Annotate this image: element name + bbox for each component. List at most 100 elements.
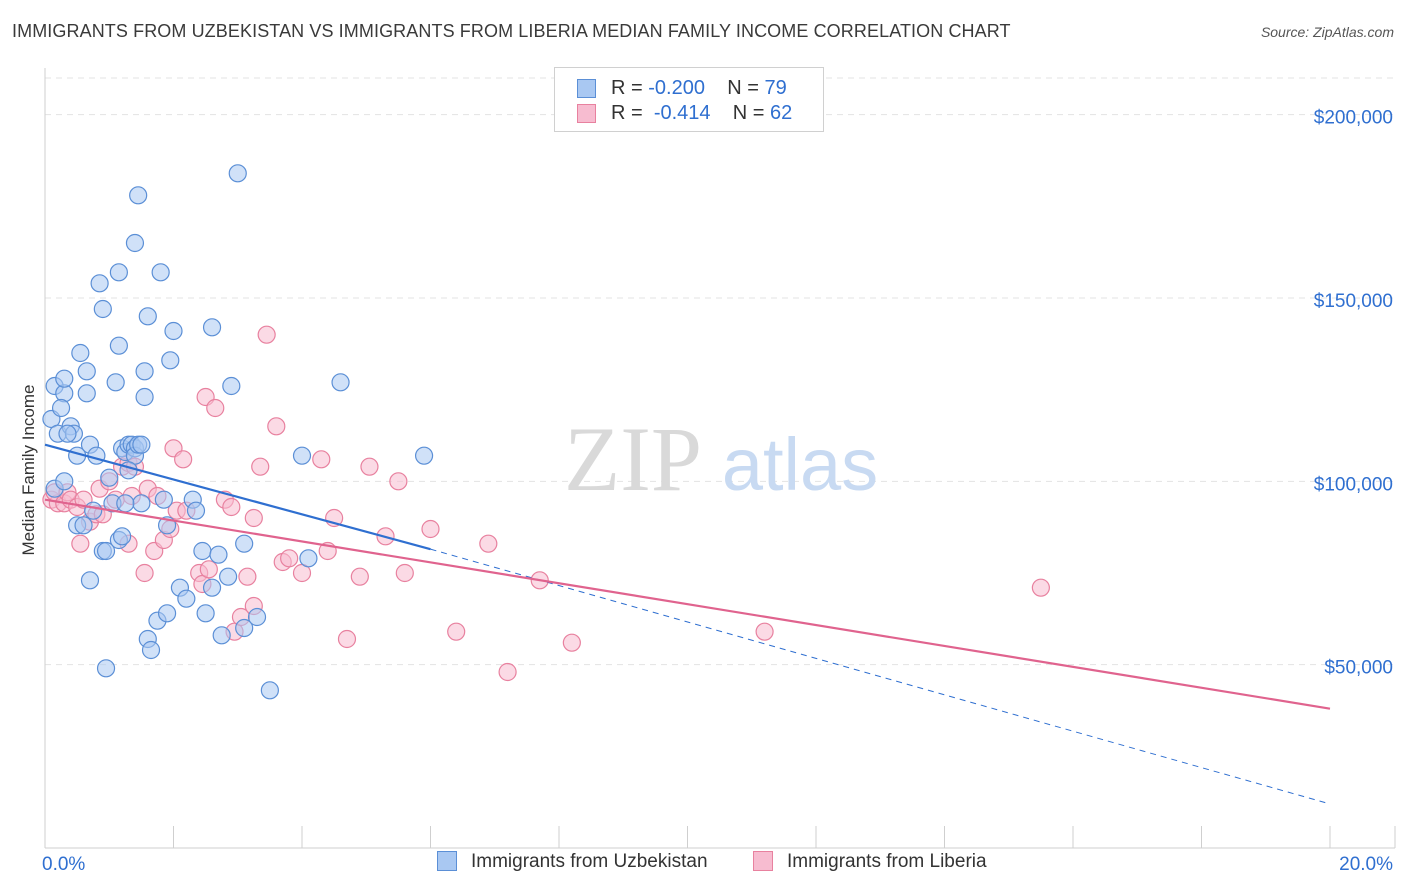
trend-lines bbox=[44, 443, 1331, 805]
uzbekistan-point bbox=[196, 604, 215, 623]
uzbekistan-point bbox=[299, 549, 318, 568]
axes bbox=[44, 68, 1396, 849]
uzbekistan-point bbox=[161, 351, 180, 370]
uzbekistan-point bbox=[109, 336, 128, 355]
legend-item-liberia[interactable]: Immigrants from Liberia bbox=[753, 851, 987, 873]
tick-labels: $50,000 $100,000 $150,000 $200,000 0.0% 20.0% bbox=[42, 108, 1393, 875]
n-value: 62 bbox=[770, 102, 793, 124]
liberia-point bbox=[280, 549, 299, 568]
uzbekistan-point bbox=[186, 501, 206, 520]
uzbekistan-point bbox=[212, 626, 231, 645]
liberia-point bbox=[135, 563, 154, 583]
legend-swatch-uzbekistan bbox=[437, 851, 457, 871]
liberia-point bbox=[360, 457, 379, 476]
uzbekistan-point bbox=[129, 186, 148, 205]
uzbekistan-trend-extension bbox=[430, 548, 1331, 805]
uzbekistan-point bbox=[228, 164, 247, 183]
liberia-point bbox=[251, 457, 270, 476]
uzbekistan-point bbox=[235, 618, 254, 638]
uzbekistan-point bbox=[106, 373, 125, 392]
uzbekistan-point bbox=[219, 567, 238, 586]
liberia-point bbox=[562, 633, 581, 652]
uzbekistan-point bbox=[209, 545, 228, 564]
uzbekistan-point bbox=[125, 233, 145, 253]
r-value: -0.200 bbox=[648, 77, 705, 99]
uzbekistan-point bbox=[247, 607, 267, 627]
n-value: 79 bbox=[764, 77, 787, 99]
uzbekistan-point bbox=[116, 494, 135, 513]
liberia-point bbox=[479, 534, 498, 553]
zipatlas-watermark: ZIP atlas bbox=[564, 408, 878, 510]
uzbekistan-point bbox=[58, 424, 77, 443]
uzbekistan-point bbox=[84, 501, 103, 520]
uzbekistan-point bbox=[154, 490, 173, 509]
uzbekistan-point bbox=[90, 274, 109, 293]
chart-title: IMMIGRANTS FROM UZBEKISTAN VS IMMIGRANTS… bbox=[12, 21, 1011, 41]
uzbekistan-swatch bbox=[577, 79, 596, 98]
uzbekistan-point bbox=[80, 571, 100, 590]
legend-label-liberia: Immigrants from Liberia bbox=[787, 851, 987, 872]
r-label: R = bbox=[611, 102, 643, 124]
source-label: Source: ZipAtlas.com bbox=[1260, 24, 1394, 40]
stats-legend: R = -0.200 N = 79 R = -0.414 N = 62 bbox=[554, 67, 824, 132]
liberia-point bbox=[238, 567, 257, 586]
uzbekistan-point bbox=[202, 318, 222, 337]
watermark-atlas: atlas bbox=[722, 423, 878, 506]
uzbekistan-point bbox=[135, 362, 154, 381]
y-tick-label: $200,000 bbox=[1314, 108, 1393, 129]
uzbekistan-point bbox=[77, 362, 96, 381]
uzbekistan-point bbox=[55, 472, 74, 491]
liberia-point bbox=[174, 450, 193, 469]
liberia-point bbox=[337, 629, 357, 649]
uzbekistan-point bbox=[193, 541, 212, 561]
uzbekistan-point bbox=[132, 435, 151, 454]
liberia-point bbox=[222, 497, 241, 517]
uzbekistan-point bbox=[77, 384, 96, 403]
liberia-point bbox=[447, 622, 466, 641]
uzbekistan-point bbox=[138, 307, 157, 326]
liberia-point bbox=[244, 508, 263, 528]
uzbekistan-point bbox=[177, 589, 196, 608]
uzbekistan-point bbox=[74, 516, 93, 535]
uzbekistan-point bbox=[331, 373, 350, 392]
uzbekistan-point bbox=[119, 461, 138, 480]
uzbekistan-point bbox=[93, 299, 112, 319]
uzbekistan-point bbox=[260, 681, 279, 700]
legend-item-uzbekistan[interactable]: Immigrants from Uzbekistan bbox=[437, 851, 708, 873]
liberia-point bbox=[350, 567, 369, 586]
liberia-point bbox=[1031, 578, 1050, 597]
uzbekistan-point bbox=[112, 527, 132, 546]
liberia-point bbox=[389, 472, 408, 491]
n-label: N = bbox=[732, 102, 765, 124]
uzbekistan-point bbox=[100, 468, 119, 487]
uzbekistan-point bbox=[414, 446, 434, 465]
liberia-point bbox=[498, 662, 517, 682]
uzbekistan-point bbox=[71, 343, 90, 363]
y-axis-label: Median Family Income bbox=[19, 384, 38, 555]
uzbekistan-point bbox=[164, 321, 183, 341]
uzbekistan-point bbox=[132, 494, 151, 513]
x-tick-label: 0.0% bbox=[42, 854, 85, 875]
uzbekistan-point bbox=[151, 263, 170, 282]
liberia-trend-line bbox=[44, 498, 1331, 710]
r-label: R = bbox=[611, 77, 643, 99]
uzbekistan-trend-line bbox=[44, 443, 431, 551]
uzbekistan-point bbox=[235, 534, 254, 553]
uzbekistan-point bbox=[96, 541, 116, 561]
liberia-point bbox=[755, 622, 774, 641]
uzbekistan-point bbox=[135, 387, 154, 407]
uzbekistan-point bbox=[157, 604, 177, 623]
uzbekistan-point bbox=[202, 578, 222, 597]
liberia-point bbox=[312, 450, 331, 469]
liberia-point bbox=[257, 325, 276, 344]
liberia-point bbox=[421, 519, 440, 539]
liberia-point bbox=[395, 563, 414, 583]
legend-label-uzbekistan: Immigrants from Uzbekistan bbox=[471, 851, 708, 872]
uzbekistan-point bbox=[87, 446, 106, 465]
liberia-point bbox=[71, 534, 90, 553]
n-label: N = bbox=[727, 77, 759, 99]
uzbekistan-point bbox=[141, 640, 161, 660]
liberia-point bbox=[199, 560, 218, 579]
uzbekistan-point bbox=[292, 446, 312, 465]
